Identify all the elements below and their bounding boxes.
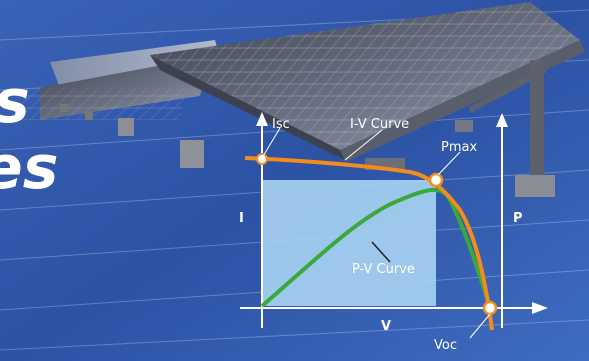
- voc-leader: [469, 313, 491, 339]
- title-fragment-2: es: [0, 133, 58, 203]
- i-axis-label: I: [239, 211, 244, 226]
- v-axis-label: V: [381, 319, 391, 334]
- current-axis-arrow: [256, 112, 268, 126]
- pv-curve: [260, 187, 492, 308]
- iv-curve-leader: [344, 129, 383, 161]
- pmax-label: Pmax: [441, 140, 477, 155]
- pmax-leader: [437, 151, 461, 176]
- pv-curve-label: P-V Curve: [352, 262, 415, 277]
- isc-label: Isc: [272, 117, 290, 132]
- power-axis-arrow: [496, 113, 508, 127]
- isc-marker: [256, 153, 268, 165]
- voc-marker: [482, 300, 498, 316]
- iv-curve-label: I-V Curve: [350, 117, 409, 132]
- pv-curve-leader: [371, 241, 391, 263]
- isc-leader: [261, 127, 281, 159]
- iv-pv-chart: Isc I-V Curve Pmax P-V Curve Voc I V P: [239, 112, 548, 353]
- pmax-marker: [428, 172, 444, 188]
- voc-label: Voc: [434, 338, 457, 353]
- solar-panel-array-illustration: [14, 2, 585, 197]
- voltage-axis-arrow: [532, 302, 548, 314]
- max-power-rectangle: [262, 180, 436, 306]
- p-axis-label: P: [513, 211, 523, 226]
